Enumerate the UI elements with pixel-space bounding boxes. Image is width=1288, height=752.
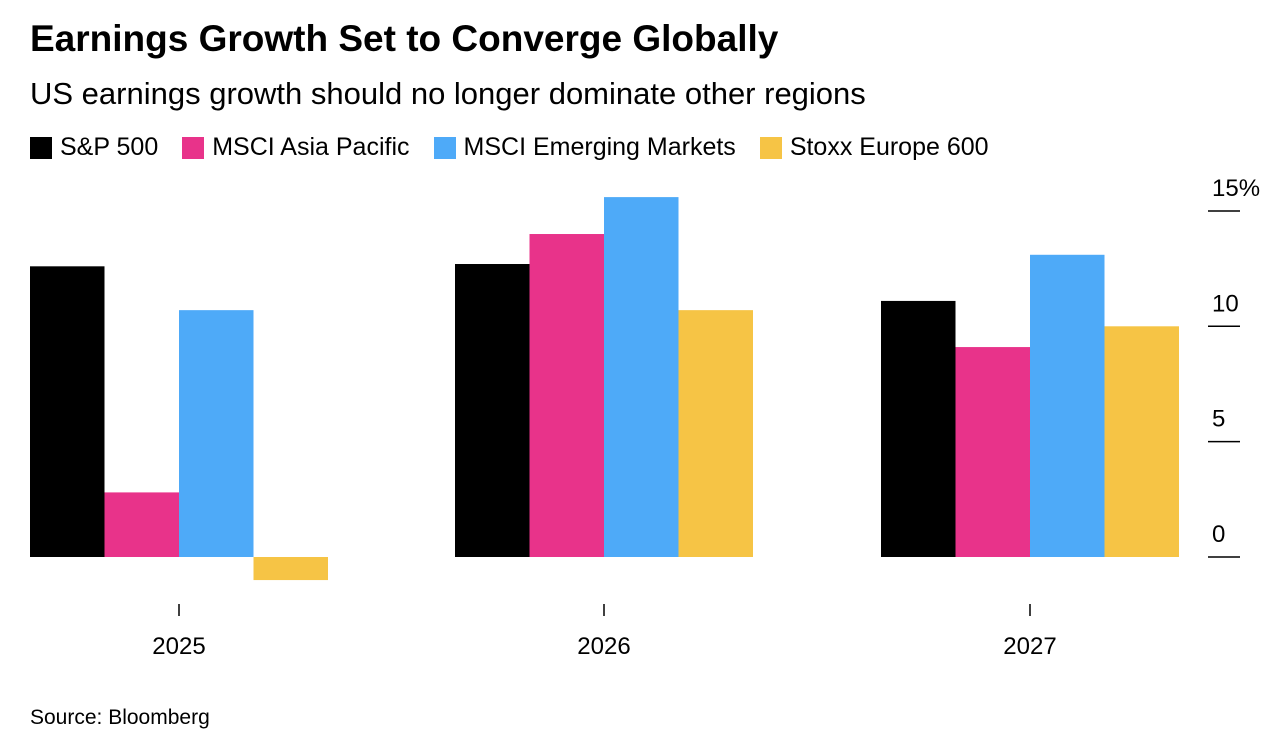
bar [104, 492, 179, 557]
x-tick-label: 2025 [152, 633, 205, 660]
bar [604, 197, 679, 557]
legend-swatch [30, 136, 52, 159]
legend-swatch [433, 136, 456, 159]
bar [1030, 254, 1105, 557]
source-note: Source: Bloomberg [30, 706, 210, 729]
bar [1104, 326, 1179, 557]
chart-subtitle: US earnings growth should no longer domi… [30, 76, 866, 111]
bar [881, 300, 956, 557]
bar [678, 310, 753, 557]
legend-swatch [182, 136, 205, 159]
legend-item: MSCI Emerging Markets [433, 133, 736, 162]
y-tick-label: 5 [1212, 406, 1225, 433]
legend-item: MSCI Asia Pacific [182, 133, 410, 162]
bar [529, 234, 604, 557]
legend-label: S&P 500 [60, 133, 159, 161]
chart-title: Earnings Growth Set to Converge Globally [30, 18, 779, 59]
y-tick-label: 0 [1212, 521, 1225, 548]
bar [955, 347, 1030, 557]
x-tick-label: 2026 [577, 633, 630, 660]
bar [455, 264, 530, 557]
legend-label: MSCI Asia Pacific [212, 133, 410, 161]
legend-label: Stoxx Europe 600 [789, 133, 989, 161]
legend-item: Stoxx Europe 600 [759, 133, 989, 162]
y-tick-label: 10 [1212, 290, 1239, 317]
bar [179, 310, 254, 557]
legend: S&P 500 MSCI Asia Pacific MSCI Emerging Ma… [30, 133, 989, 162]
legend-item: S&P 500 [30, 133, 158, 162]
bar [253, 557, 328, 581]
legend-label: MSCI Emerging Markets [463, 133, 736, 161]
x-tick-label: 2027 [1003, 633, 1056, 660]
legend-swatch [759, 136, 782, 159]
bar [30, 266, 105, 557]
y-tick-label: 15% [1212, 175, 1260, 202]
